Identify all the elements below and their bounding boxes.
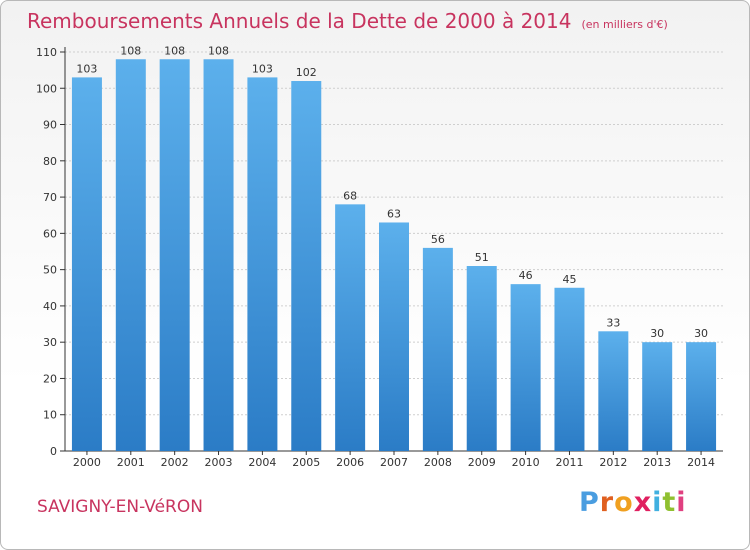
bar (203, 59, 234, 451)
logo-letter: x (633, 487, 653, 518)
bar (115, 59, 146, 451)
bar (159, 59, 190, 451)
bar-value-label: 102 (296, 66, 317, 79)
logo-letter: t (662, 487, 677, 518)
bar-value-label: 68 (343, 189, 357, 202)
unit-label: (en milliers d'€) (581, 18, 668, 31)
logo-letter: o (614, 487, 634, 518)
bar-value-label: 108 (120, 44, 141, 57)
bar-value-label: 45 (562, 273, 576, 286)
y-tick-label: 80 (43, 155, 57, 168)
y-tick-label: 60 (43, 227, 57, 240)
bar (554, 287, 585, 451)
logo-letter: i (676, 487, 687, 518)
logo-letter: P (579, 487, 600, 518)
bar (379, 222, 409, 451)
x-tick-label: 2002 (161, 456, 189, 469)
x-tick-label: 2013 (643, 456, 671, 469)
y-tick-label: 20 (43, 372, 57, 385)
bar (642, 342, 673, 451)
y-tick-label: 110 (36, 46, 57, 59)
y-tick-label: 10 (43, 409, 57, 422)
x-tick-label: 2014 (687, 456, 715, 469)
bar-value-label: 33 (606, 316, 620, 329)
bar-value-label: 30 (650, 327, 664, 340)
x-tick-label: 2004 (248, 456, 276, 469)
bar-value-label: 103 (252, 62, 273, 75)
proxiti-logo[interactable]: Proxiti (579, 487, 687, 518)
bar (335, 204, 366, 451)
y-tick-label: 40 (43, 300, 57, 313)
y-tick-label: 0 (50, 445, 57, 458)
y-tick-label: 50 (43, 264, 57, 277)
y-tick-label: 70 (43, 191, 57, 204)
bar (291, 81, 322, 451)
x-tick-label: 2011 (555, 456, 583, 469)
bar-value-label: 108 (164, 44, 185, 57)
x-tick-label: 2010 (512, 456, 540, 469)
bar-value-label: 63 (387, 207, 401, 220)
logo-letter: r (599, 487, 615, 518)
x-tick-label: 2008 (424, 456, 452, 469)
x-tick-label: 2006 (336, 456, 364, 469)
x-tick-label: 2005 (292, 456, 320, 469)
bar-value-label: 103 (76, 62, 97, 75)
bar (247, 77, 278, 452)
chart-title: Remboursements Annuels de la Dette de 20… (27, 9, 668, 33)
bar (466, 266, 497, 451)
bars (71, 59, 717, 452)
x-tick-label: 2009 (468, 456, 496, 469)
bar-value-label: 56 (431, 233, 445, 246)
bar (71, 77, 102, 452)
y-tick-label: 100 (36, 82, 57, 95)
bar-value-label: 51 (475, 251, 489, 264)
x-tick-label: 2007 (380, 456, 408, 469)
bar-value-label: 108 (208, 44, 229, 57)
x-tick-label: 2003 (205, 456, 233, 469)
bar (686, 342, 717, 451)
bar-value-label: 30 (694, 327, 708, 340)
logo-letter: i (652, 487, 663, 518)
x-tick-label: 2001 (117, 456, 145, 469)
title-text: Remboursements Annuels de la Dette de 20… (27, 9, 572, 33)
bar (422, 247, 453, 451)
bar (598, 331, 629, 451)
bar-value-label: 46 (519, 269, 533, 282)
y-tick-label: 90 (43, 119, 57, 132)
labels: 0 10 20 30 40 50 60 70 80 90 100 110 103 2000 108 2001 1… (36, 44, 715, 469)
x-tick-label: 2000 (73, 456, 101, 469)
commune-name: SAVIGNY-EN-VéRON (37, 497, 203, 517)
x-tick-label: 2012 (599, 456, 627, 469)
bar (510, 284, 541, 451)
y-tick-label: 30 (43, 336, 57, 349)
